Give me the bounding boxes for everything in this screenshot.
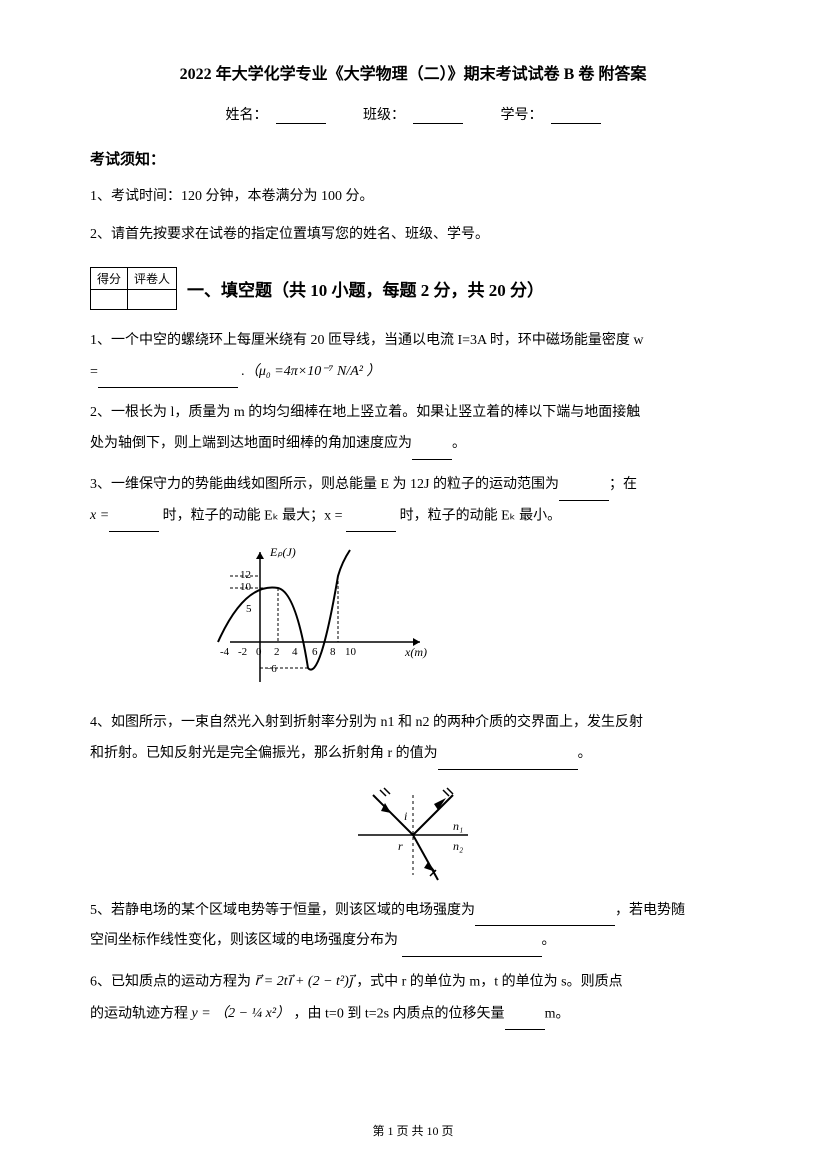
score-table: 得分 评卷人 [90, 267, 177, 310]
q5-text-a: 5、若静电场的某个区域电势等于恒量，则该区域的电场强度为 [90, 903, 475, 918]
id-label: 学号： [501, 108, 543, 123]
q3-text-b: ；在 [609, 477, 637, 492]
student-info-row: 姓名： 班级： 学号： [90, 104, 736, 124]
q2-text-c: 。 [452, 436, 466, 451]
q6-blank[interactable] [505, 1014, 545, 1030]
section-1-header: 得分 评卷人 一、填空题（共 10 小题，每题 2 分，共 20 分） [90, 267, 736, 310]
q3-text-a: 3、一维保守力的势能曲线如图所示，则总能量 E 为 12J 的粒子的运动范围为 [90, 477, 559, 492]
q2-blank[interactable] [412, 444, 452, 460]
notice-1: 1、考试时间：120 分钟，本卷满分为 100 分。 [90, 183, 736, 211]
question-2: 2、一根长为 l，质量为 m 的均匀细棒在地上竖立着。如果让竖立着的棒以下端与地… [90, 398, 736, 460]
svg-text:10: 10 [240, 581, 252, 593]
q1-blank[interactable] [98, 372, 238, 388]
notice-2: 2、请首先按要求在试卷的指定位置填写您的姓名、班级、学号。 [90, 221, 736, 249]
question-1: 1、一个中空的螺绕环上每厘米绕有 20 匝导线，当通以电流 I=3A 时，环中磁… [90, 326, 736, 388]
svg-text:0: 0 [256, 646, 262, 658]
q3-text-c: x = [90, 501, 109, 532]
class-blank[interactable] [413, 108, 463, 124]
page-footer: 第 1 页 共 10 页 [0, 1122, 826, 1139]
question-5: 5、若静电场的某个区域电势等于恒量，则该区域的电场强度为 ，若电势随 空间坐标作线… [90, 896, 736, 958]
q2-text-b: 处为轴倒下，则上端到达地面时细棒的角加速度应为 [90, 436, 412, 451]
question-3: 3、一维保守力的势能曲线如图所示，则总能量 E 为 12J 的粒子的运动范围为 ；… [90, 470, 736, 532]
svg-text:n₂: n₂ [453, 839, 463, 853]
q3-text-d: 时，粒子的动能 Eₖ 最大；x = [163, 508, 346, 523]
svg-text:r: r [398, 839, 403, 853]
q3-blank-1[interactable] [559, 485, 609, 501]
svg-text:4: 4 [292, 646, 298, 658]
score-col-1: 得分 [91, 268, 128, 290]
svg-text:−6: −6 [265, 663, 277, 675]
q6-text-b: ，式中 r 的单位为 m，t 的单位为 s。则质点 [356, 975, 622, 990]
q5-text-d: 。 [542, 933, 556, 948]
exam-title: 2022 年大学化学专业《大学物理（二）》期末考试试卷 B 卷 附答案 [90, 60, 736, 84]
name-label: 姓名： [226, 108, 268, 123]
question-6: 6、已知质点的运动方程为 r⃗ = 2ti⃗ + (2 − t²)j⃗ ，式中 … [90, 967, 736, 1030]
q3-blank-2[interactable] [109, 516, 159, 532]
svg-text:n₁: n₁ [453, 819, 463, 833]
notice-header: 考试须知： [90, 148, 736, 169]
id-blank[interactable] [551, 108, 601, 124]
question-4: 4、如图所示，一束自然光入射到折射率分别为 n1 和 n2 的两种介质的交界面上… [90, 708, 736, 770]
q6-formula-1: r⃗ = 2ti⃗ + (2 − t²)j⃗ [255, 967, 353, 998]
refraction-diagram: i r n₁ n₂ [338, 780, 488, 890]
svg-text:12: 12 [240, 569, 251, 581]
q2-text-a: 2、一根长为 l，质量为 m 的均匀细棒在地上竖立着。如果让竖立着的棒以下端与地… [90, 405, 640, 420]
q5-blank-2[interactable] [402, 941, 542, 957]
svg-text:-4: -4 [220, 646, 230, 658]
svg-text:-2: -2 [238, 646, 247, 658]
class-label: 班级： [363, 108, 405, 123]
q1-text-b: = [90, 364, 98, 379]
q6-formula-2: y = （2 − ¼ x²） [192, 999, 291, 1030]
q5-text-b: ，若电势随 [615, 903, 685, 918]
section-1-title: 一、填空题（共 10 小题，每题 2 分，共 20 分） [187, 276, 544, 301]
svg-text:i: i [404, 809, 407, 823]
svg-text:6: 6 [312, 646, 318, 658]
q1-formula: .（μ₀ =4π×10⁻⁷ N/A² ） [241, 357, 380, 388]
svg-text:2: 2 [274, 646, 280, 658]
q4-text-b: 和折射。已知反射光是完全偏振光，那么折射角 r 的值为 [90, 746, 438, 761]
q6-text-a: 6、已知质点的运动方程为 [90, 975, 251, 990]
q4-blank[interactable] [438, 754, 578, 770]
score-cell-1[interactable] [91, 290, 128, 310]
q1-text-a: 1、一个中空的螺绕环上每厘米绕有 20 匝导线，当通以电流 I=3A 时，环中磁… [90, 333, 644, 348]
q5-blank-1[interactable] [475, 910, 615, 926]
svg-text:10: 10 [345, 646, 357, 658]
potential-energy-chart: Eₚ(J) x(m) 12 10 5 −6 -4 -2 0 2 4 6 8 10 [170, 542, 430, 702]
q6-text-c: 的运动轨迹方程 [90, 1006, 188, 1021]
q4-text-a: 4、如图所示，一束自然光入射到折射率分别为 n1 和 n2 的两种介质的交界面上… [90, 715, 643, 730]
q6-text-e: m。 [545, 1006, 570, 1021]
q5-text-c: 空间坐标作线性变化，则该区域的电场强度分布为 [90, 933, 402, 948]
svg-text:Eₚ(J): Eₚ(J) [269, 545, 296, 559]
q3-text-e: 时，粒子的动能 Eₖ 最小。 [400, 508, 562, 523]
score-cell-2[interactable] [128, 290, 177, 310]
q3-blank-3[interactable] [346, 516, 396, 532]
q4-text-c: 。 [578, 746, 592, 761]
svg-text:x(m): x(m) [404, 645, 427, 659]
score-col-2: 评卷人 [128, 268, 177, 290]
svg-text:8: 8 [330, 646, 336, 658]
svg-text:5: 5 [246, 603, 252, 615]
q6-text-d: ，由 t=0 到 t=2s 内质点的位移矢量 [294, 1006, 505, 1021]
name-blank[interactable] [276, 108, 326, 124]
